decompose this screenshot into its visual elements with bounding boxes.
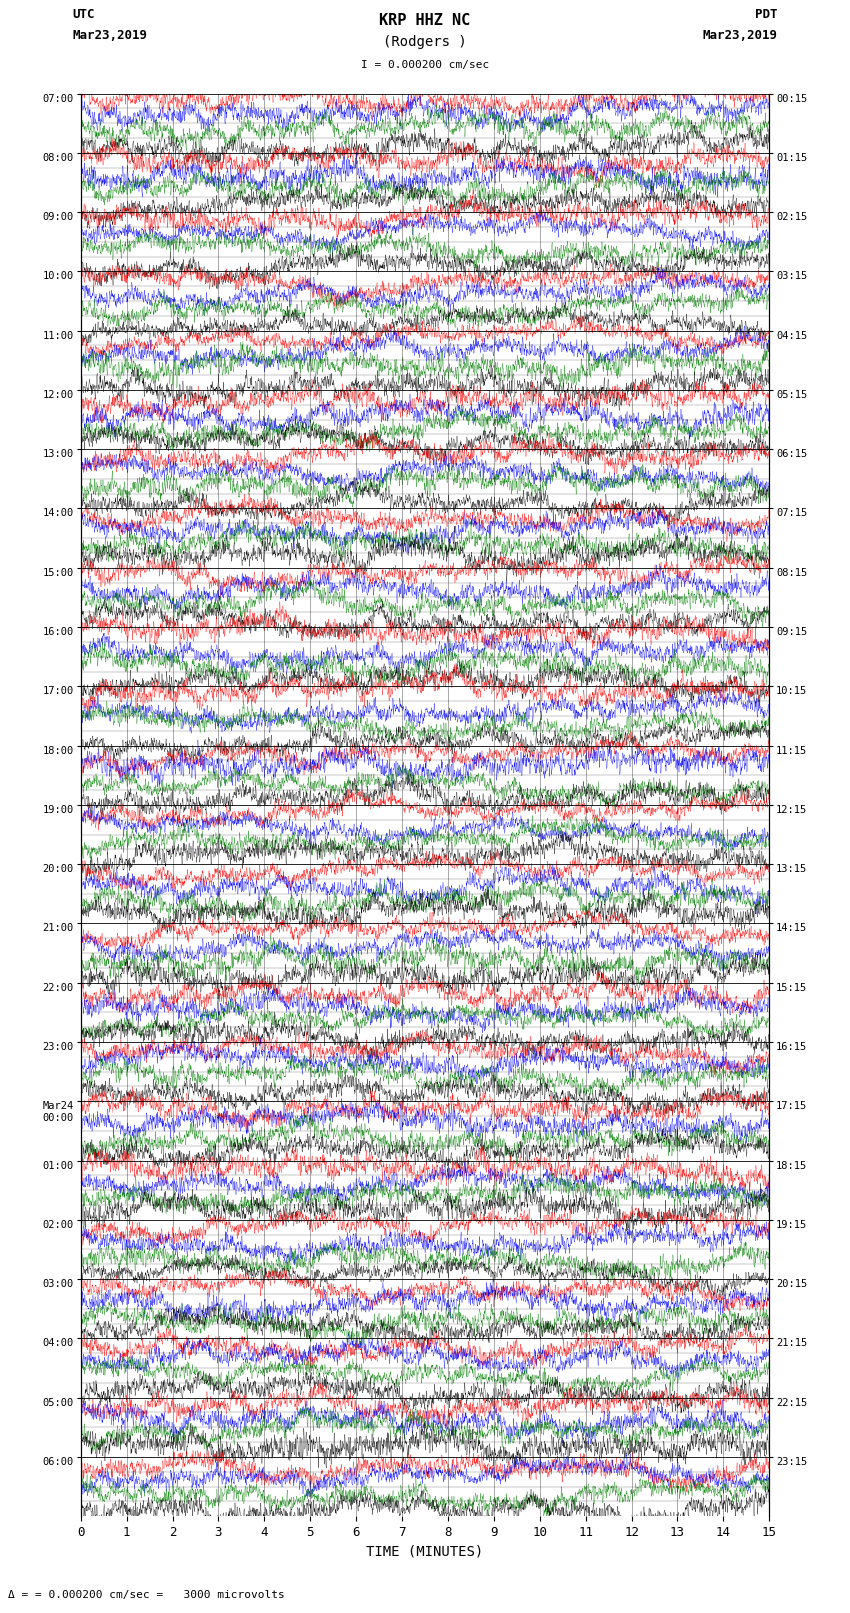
Text: I = 0.000200 cm/sec: I = 0.000200 cm/sec xyxy=(361,60,489,69)
Text: KRP HHZ NC: KRP HHZ NC xyxy=(379,13,471,27)
Text: PDT: PDT xyxy=(756,8,778,21)
Text: (Rodgers ): (Rodgers ) xyxy=(383,35,467,50)
Text: Δ = = 0.000200 cm/sec =   3000 microvolts: Δ = = 0.000200 cm/sec = 3000 microvolts xyxy=(8,1590,286,1600)
Text: Mar23,2019: Mar23,2019 xyxy=(72,29,147,42)
Text: UTC: UTC xyxy=(72,8,94,21)
X-axis label: TIME (MINUTES): TIME (MINUTES) xyxy=(366,1545,484,1558)
Text: Mar23,2019: Mar23,2019 xyxy=(703,29,778,42)
